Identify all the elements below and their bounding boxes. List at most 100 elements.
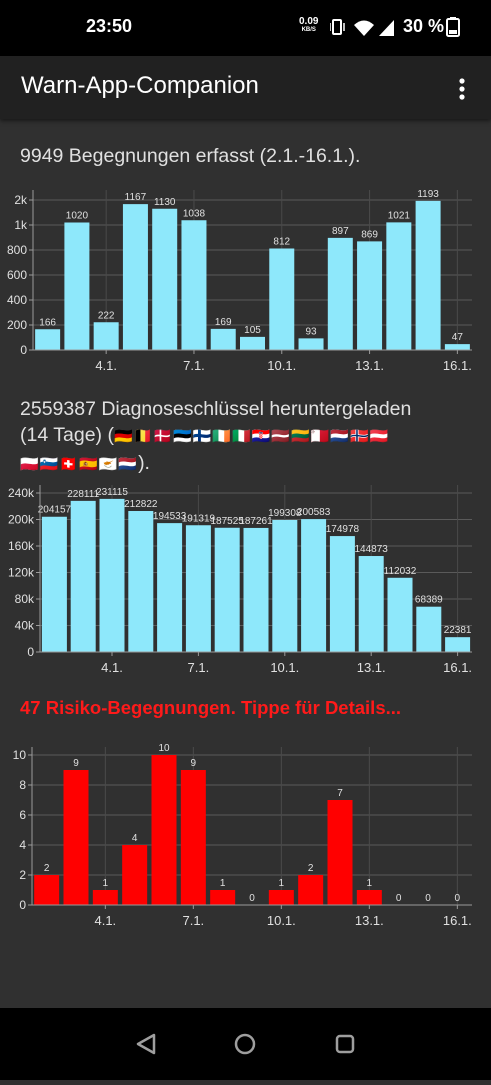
data-label: 0 [425, 893, 431, 904]
data-label: 212822 [124, 499, 158, 510]
country-flags-row2: 🇵🇱🇸🇮🇨🇭🇪🇸🇨🇾🇳🇱 [20, 456, 139, 473]
x-tick-label: 10.1. [267, 358, 296, 373]
x-tick-label: 4.1. [94, 913, 116, 928]
y-tick-label: 1k [14, 218, 28, 232]
signal-icon [379, 20, 394, 36]
battery-percent: 30 % [403, 16, 445, 36]
bar [444, 344, 470, 350]
bar [272, 519, 298, 652]
keys-heading-line1: 2559387 Diagnoseschlüssel heruntergelade… [20, 398, 412, 420]
keys-heading-days: (14 Tage) ( [20, 424, 114, 446]
data-label: 2 [308, 863, 314, 874]
x-tick-label: 7.1. [183, 358, 205, 373]
bar [122, 845, 148, 905]
bar [214, 527, 240, 652]
bar [386, 222, 412, 350]
app-title: Warn-App-Companion [21, 72, 259, 99]
x-tick-label: 13.1. [357, 660, 386, 675]
data-label: 112032 [384, 566, 417, 577]
data-label: 144873 [355, 544, 389, 555]
keys-heading[interactable]: 2559387 Diagnoseschlüssel heruntergelade… [20, 396, 411, 478]
bar [180, 770, 206, 905]
y-tick-label: 200 [7, 318, 27, 332]
bar [358, 556, 384, 652]
bar [99, 498, 125, 652]
data-label: 22381 [444, 625, 472, 636]
data-label: 187261 [239, 516, 273, 527]
data-label: 1167 [125, 192, 147, 203]
network-speed-value: 0.09 [299, 16, 319, 27]
keys-heading-line3: 🇵🇱🇸🇮🇨🇭🇪🇸🇨🇾🇳🇱). [20, 450, 411, 478]
home-icon[interactable] [234, 1033, 256, 1055]
y-tick-label: 6 [19, 808, 26, 822]
data-label: 1021 [388, 210, 411, 221]
x-tick-label: 16.1. [443, 660, 472, 675]
data-label: 0 [249, 893, 255, 904]
bar [157, 523, 183, 652]
y-tick-label: 40k [15, 619, 35, 633]
data-label: 200583 [297, 507, 331, 518]
bar [298, 338, 324, 350]
more-vert-icon[interactable] [452, 74, 472, 104]
data-label: 1 [220, 878, 226, 889]
data-label: 187525 [211, 516, 245, 527]
x-tick-label: 10.1. [267, 913, 296, 928]
data-label: 1 [103, 878, 109, 889]
bar [181, 220, 207, 350]
app-bar: Warn-App-Companion [0, 56, 491, 119]
bar [34, 875, 60, 905]
y-tick-label: 0 [20, 343, 27, 357]
data-label: 1193 [417, 189, 439, 200]
bar [152, 208, 178, 350]
x-tick-label: 7.1. [182, 913, 204, 928]
navigation-bar [0, 1008, 491, 1080]
x-tick-label: 16.1. [443, 358, 472, 373]
bar [210, 890, 236, 905]
bar [240, 336, 265, 350]
bar [268, 890, 294, 905]
data-label: 93 [305, 326, 317, 337]
status-bar: 23:50 0.09 KB/S 30 % [0, 0, 491, 56]
y-tick-label: 4 [19, 838, 26, 852]
vibrate-icon [330, 19, 345, 35]
encounters-chart[interactable]: 0 200 400 600 800 1k 2k 166 1020 222 1167 1130 1038 1… [0, 178, 491, 378]
data-label: 47 [452, 332, 464, 343]
y-tick-label: 10 [13, 748, 27, 762]
data-label: 166 [39, 317, 56, 328]
bar [128, 511, 154, 652]
data-label: 191319 [182, 513, 216, 524]
y-tick-label: 240k [8, 486, 35, 500]
data-label: 199308 [268, 508, 302, 519]
recents-icon[interactable] [335, 1034, 355, 1054]
risk-heading[interactable]: 47 Risiko-Begegnungen. Tippe für Details… [20, 697, 402, 718]
x-tick-label: 10.1. [270, 660, 299, 675]
data-label: 1130 [154, 197, 176, 208]
bar [356, 890, 382, 905]
keys-heading-line2: (14 Tage) (🇩🇪🇧🇪🇩🇰🇪🇪🇫🇮🇮🇪🇮🇹🇭🇷🇱🇻🇱🇹🇲🇹🇳🇱🇳🇴🇦🇹 [20, 422, 411, 450]
y-tick-label: 400 [7, 293, 27, 307]
back-icon[interactable] [136, 1033, 156, 1055]
x-tick-label: 16.1. [443, 913, 472, 928]
x-tick-label: 13.1. [355, 358, 384, 373]
y-tick-label: 80k [15, 592, 35, 606]
data-label: 68389 [415, 595, 443, 606]
y-tick-label: 200k [8, 513, 35, 527]
data-label: 228111 [67, 489, 99, 500]
x-tick-label: 4.1. [101, 660, 123, 675]
data-label: 231115 [96, 487, 128, 498]
bar [329, 536, 355, 652]
bar [93, 322, 119, 350]
y-tick-label: 120k [8, 566, 35, 580]
data-label: 1 [279, 878, 285, 889]
bar [63, 770, 89, 905]
data-label: 4 [132, 833, 138, 844]
bar [35, 329, 61, 350]
network-speed: 0.09 KB/S [299, 17, 318, 35]
encounters-heading[interactable]: 9949 Begegnungen erfasst (2.1.-16.1.). [20, 145, 361, 167]
x-tick-label: 4.1. [95, 358, 117, 373]
bar [243, 527, 269, 652]
data-label: 194533 [153, 511, 187, 522]
status-time: 23:50 [86, 16, 133, 36]
